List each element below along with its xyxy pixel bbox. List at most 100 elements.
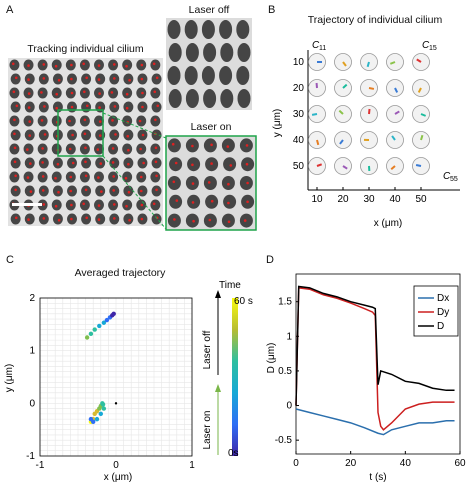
- tracked-point: [85, 76, 88, 80]
- cilium-spot: [123, 129, 134, 141]
- tracked-point: [99, 162, 103, 165]
- cilium-spot: [219, 66, 233, 85]
- c-y-tick-label: 0: [29, 398, 35, 409]
- cilium-trajectory: [316, 163, 323, 167]
- b-x-tick-label: 10: [311, 194, 323, 205]
- cilium-spot: [95, 73, 106, 85]
- tracked-point: [41, 161, 44, 164]
- tracked-point: [13, 118, 16, 122]
- laser-off-image: [166, 18, 252, 110]
- b-y-tick-label: 10: [293, 57, 305, 68]
- cilium-spot: [9, 87, 20, 99]
- c-trajectory-point: [111, 311, 116, 316]
- tracked-point: [112, 63, 116, 66]
- b-y-tick-label: 50: [293, 161, 305, 172]
- label-c55: C: [443, 171, 451, 182]
- tracked-point: [68, 119, 71, 123]
- tracked-point: [54, 64, 58, 68]
- tracked-point: [128, 78, 131, 82]
- c-y-tick-label: 2: [29, 293, 35, 304]
- label-c55-sub: 55: [450, 176, 458, 183]
- cilium-spot: [79, 59, 90, 71]
- tracked-point: [191, 201, 195, 204]
- tracked-point: [71, 133, 74, 137]
- b-x-tick-label: 20: [337, 194, 349, 205]
- tracked-point: [139, 147, 142, 151]
- cilium-spot: [151, 157, 162, 169]
- tracked-point: [191, 144, 194, 148]
- cilium-spot: [79, 199, 90, 211]
- panel-letter-c: C: [6, 254, 14, 266]
- cilium-spot: [122, 199, 133, 211]
- tracked-point: [139, 189, 143, 193]
- cilium-spot: [151, 73, 162, 85]
- d-legend-label: Dx: [437, 293, 449, 304]
- tracked-point: [97, 176, 100, 179]
- tracked-point: [41, 147, 44, 150]
- panel-b-xlabel: x (μm): [374, 218, 403, 228]
- tracked-point: [98, 120, 102, 123]
- tracked-point: [13, 146, 17, 150]
- tracked-point: [42, 77, 46, 80]
- tracked-point: [112, 175, 115, 178]
- cilium-spot: [10, 101, 21, 113]
- tracked-point: [191, 182, 195, 185]
- tracked-point: [100, 190, 103, 193]
- tracked-point: [43, 133, 47, 136]
- laser-on-side-label: Laser on: [202, 411, 213, 450]
- tracked-point: [97, 218, 101, 221]
- cilium-spot: [9, 171, 20, 183]
- cilium-spot: [123, 101, 134, 113]
- laser-off-side-label: Laser off: [202, 330, 213, 369]
- tracked-point: [227, 220, 231, 224]
- d-y-tick-label: 0.5: [278, 366, 292, 377]
- c-trajectory-point: [84, 335, 90, 340]
- b-y-tick-label: 20: [293, 83, 305, 94]
- cilium-spot: [223, 157, 237, 172]
- tracked-point: [55, 106, 59, 110]
- tracked-point: [83, 132, 87, 136]
- cilium-spot: [168, 89, 182, 108]
- tracked-point: [127, 190, 131, 194]
- cilium-spot: [123, 73, 134, 85]
- cilium-spot: [79, 171, 90, 183]
- c-x-tick-label: -1: [36, 460, 45, 471]
- tracked-point: [210, 143, 213, 147]
- tracked-point: [14, 76, 18, 80]
- tracked-point: [243, 219, 247, 222]
- tracked-point: [125, 64, 128, 68]
- cilium-spot: [52, 101, 63, 113]
- cilium-spot: [37, 199, 48, 211]
- c-trajectory-point: [98, 411, 104, 417]
- tracked-point: [126, 120, 130, 124]
- b-x-tick-label: 50: [415, 194, 427, 205]
- cilium-spot: [223, 194, 237, 209]
- tracked-point: [127, 148, 130, 152]
- cilium-spot: [93, 143, 104, 155]
- tracked-point: [138, 119, 142, 123]
- tracked-point: [111, 147, 115, 150]
- tracked-point: [246, 200, 249, 204]
- cilium-spot: [10, 129, 21, 141]
- cilium-spot: [37, 59, 48, 71]
- tracked-point: [226, 145, 230, 148]
- tracked-point: [84, 188, 88, 192]
- cilium-spot: [93, 115, 104, 127]
- b-x-tick-label: 40: [389, 194, 401, 205]
- tracked-point: [152, 202, 156, 206]
- c-trajectory-point: [88, 331, 94, 337]
- label-c15-sub: 15: [429, 45, 437, 52]
- cilium-spot: [236, 66, 250, 85]
- tracked-point: [208, 218, 212, 222]
- tracked-point: [83, 90, 86, 94]
- tracked-point: [70, 105, 74, 109]
- c-x-tick-label: 1: [189, 460, 195, 471]
- panel-a-title: Tracking individual cilium: [27, 43, 144, 55]
- colorbar-bottom-label: 0s: [228, 448, 239, 459]
- cilium-spot: [24, 213, 35, 225]
- tracked-point: [127, 162, 130, 166]
- tracked-point: [40, 91, 43, 94]
- tracked-point: [41, 175, 45, 178]
- cilium-spot: [237, 43, 251, 62]
- panel-letter-d: D: [266, 254, 274, 266]
